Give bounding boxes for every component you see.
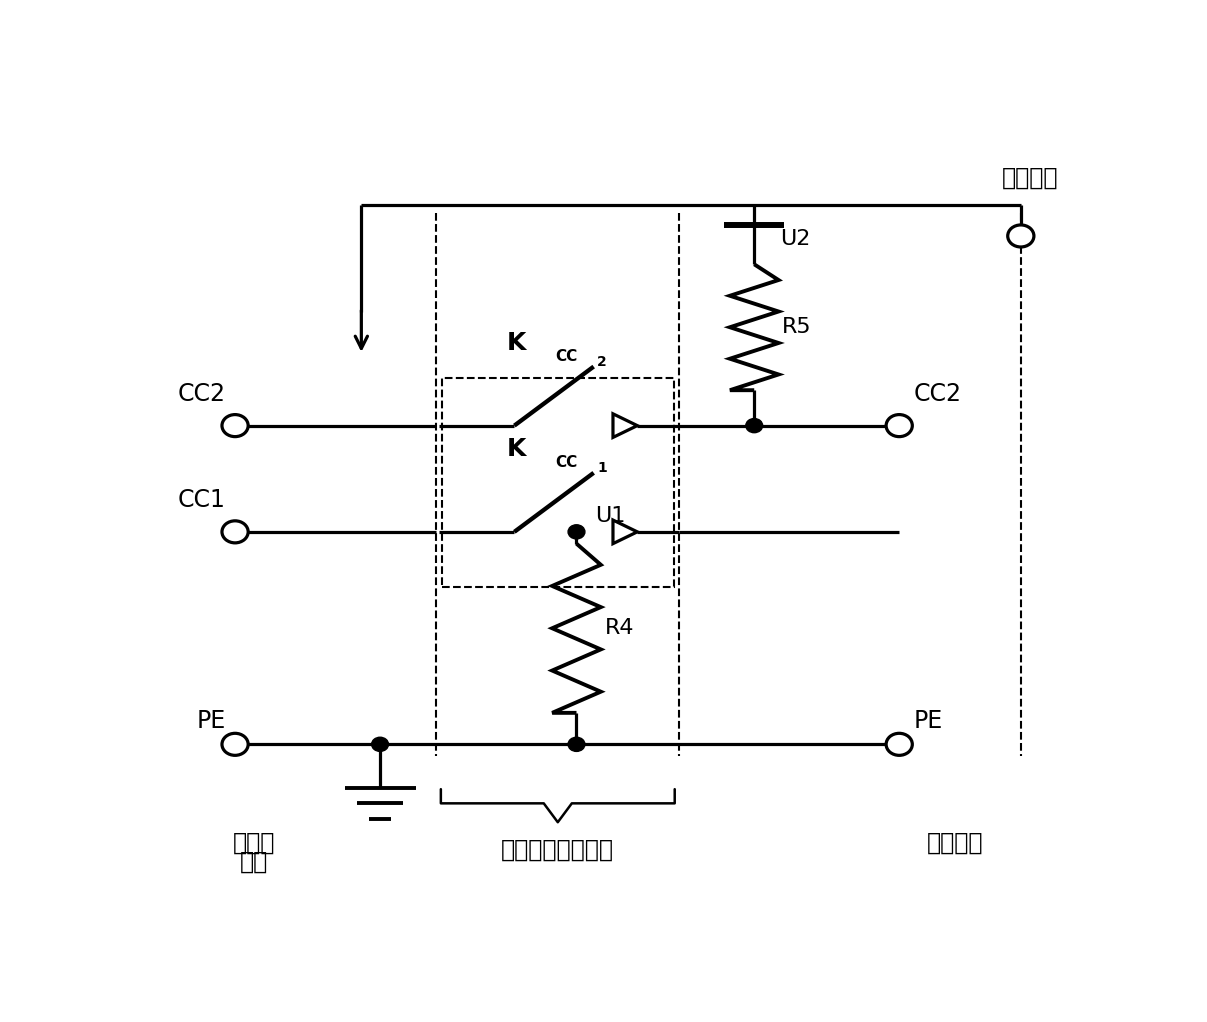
Text: 插头: 插头 [240, 850, 268, 874]
Text: PE: PE [914, 708, 943, 733]
Text: U1: U1 [595, 506, 625, 525]
Circle shape [886, 734, 912, 755]
Text: CC2: CC2 [177, 382, 226, 406]
Text: 控制导引模拟电路: 控制导引模拟电路 [501, 838, 614, 862]
Text: CC: CC [555, 350, 577, 364]
Circle shape [746, 419, 763, 432]
Circle shape [372, 737, 389, 751]
Circle shape [222, 521, 249, 543]
Circle shape [1008, 225, 1034, 247]
Circle shape [222, 415, 249, 436]
Text: 控制单元: 控制单元 [927, 831, 984, 854]
Text: R5: R5 [782, 317, 812, 337]
Text: 连接器: 连接器 [233, 831, 275, 854]
Text: CC1: CC1 [177, 489, 226, 512]
Text: CC2: CC2 [914, 382, 961, 406]
Text: R4: R4 [605, 618, 634, 639]
Text: 驱动电路: 驱动电路 [1002, 166, 1059, 189]
Text: PE: PE [197, 708, 226, 733]
Circle shape [222, 734, 249, 755]
Text: 1: 1 [597, 461, 607, 475]
Circle shape [568, 524, 585, 539]
Text: K: K [507, 331, 526, 355]
Text: U2: U2 [781, 229, 811, 249]
Text: 2: 2 [597, 355, 607, 369]
Text: CC: CC [555, 456, 577, 470]
Circle shape [886, 415, 912, 436]
Circle shape [568, 737, 585, 751]
Text: K: K [507, 437, 526, 461]
